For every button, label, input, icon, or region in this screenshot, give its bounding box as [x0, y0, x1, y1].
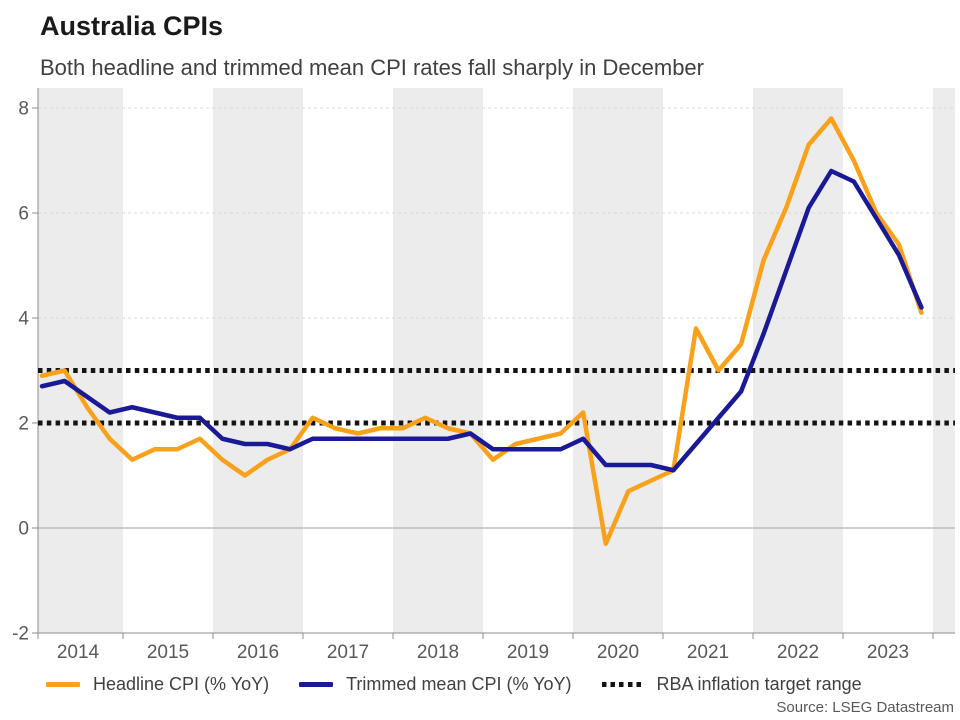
rba-target-range-lines: [38, 368, 955, 426]
gridlines: [38, 107, 955, 529]
x-axis-tick-label: 2023: [867, 642, 909, 663]
y-axis-tick-label: 8: [18, 99, 29, 120]
legend-label-headline-cpi: Headline CPI (% YoY): [93, 674, 270, 694]
x-axis-tick-label: 2014: [57, 642, 100, 663]
x-axis-tick-label: 2016: [237, 642, 279, 663]
year-shading-bands: [38, 88, 955, 633]
headline-cpi-swatch-icon: [46, 682, 80, 687]
legend-item-rba-target-range: RBA inflation target range: [601, 674, 862, 695]
x-axis-tick-label: 2019: [507, 642, 549, 663]
page-title: Australia CPIs: [40, 11, 224, 41]
page-subtitle: Both headline and trimmed mean CPI rates…: [40, 55, 704, 80]
x-axis-tick-label: 2022: [777, 642, 819, 663]
x-axis-tick-label: 2015: [147, 642, 189, 663]
series-lines: [39, 116, 924, 546]
x-axis-tick-label: 2020: [597, 642, 639, 663]
rba-target-range-swatch-icon: [601, 682, 644, 687]
y-axis-tick-label: -2: [12, 624, 29, 645]
y-axis-tick-label: 0: [18, 519, 29, 540]
x-axis-tick-label: 2018: [417, 642, 459, 663]
y-axis-tick-label: 4: [18, 309, 29, 330]
x-axis-tick-label: 2017: [327, 642, 369, 663]
legend-item-trimmed-mean-cpi: Trimmed mean CPI (% YoY): [299, 674, 572, 695]
legend-item-headline-cpi: Headline CPI (% YoY): [46, 674, 269, 695]
chart-legend: Headline CPI (% YoY) Trimmed mean CPI (%…: [46, 674, 862, 695]
legend-label-trimmed-mean-cpi: Trimmed mean CPI (% YoY): [346, 674, 572, 694]
trimmed-mean-cpi-swatch-icon: [299, 682, 334, 687]
axis-labels: 8 6 4 2 0 -2 2014 2015 2016 2017 2018 2019 2020 2021 2…: [12, 99, 909, 664]
axes: [32, 88, 955, 639]
legend-label-rba-target-range: RBA inflation target range: [656, 674, 862, 694]
x-axis-tick-label: 2021: [687, 642, 729, 663]
headline-cpi-line: [39, 116, 924, 546]
trimmed-mean-cpi-line: [39, 168, 924, 473]
y-axis-tick-label: 2: [18, 414, 29, 435]
y-axis-tick-label: 6: [18, 204, 29, 225]
source-attribution: Source: LSEG Datastream: [776, 699, 954, 716]
